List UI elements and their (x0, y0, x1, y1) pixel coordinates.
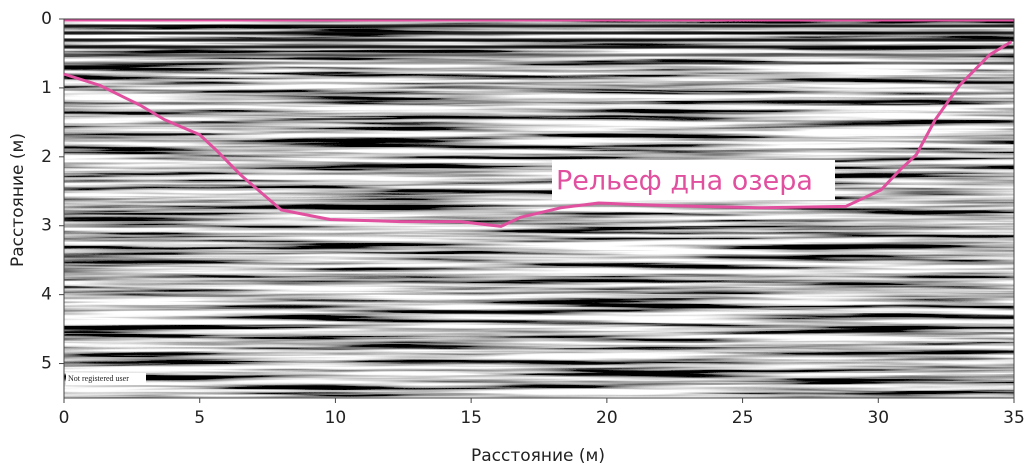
x-tick-label: 20 (596, 408, 618, 428)
y-tick-label: 5 (41, 354, 52, 374)
plot-frame (63, 18, 1015, 399)
x-tick-label: 30 (867, 408, 889, 428)
y-tick-label: 1 (41, 78, 52, 98)
x-tick-label: 5 (194, 408, 205, 428)
y-tick-label: 4 (41, 285, 52, 305)
annotation: Рельеф дна озера (556, 166, 813, 197)
radargram (64, 19, 1014, 398)
x-tick-label: 35 (1003, 408, 1025, 428)
annotation-box (552, 160, 835, 200)
x-axis-title: Расстояние (м) (471, 446, 605, 466)
y-axis-title: Расстояние (м) (8, 133, 28, 267)
x-tick-label: 0 (59, 408, 70, 428)
y-tick-label: 2 (41, 147, 52, 167)
watermark: Not registered user (68, 374, 129, 383)
x-tick-label: 10 (325, 408, 347, 428)
watermark-box (66, 373, 146, 385)
y-tick-label: 0 (41, 9, 52, 29)
x-tick-label: 25 (732, 408, 754, 428)
y-tick-label: 3 (41, 216, 52, 236)
surface-bands (64, 24, 1014, 65)
x-tick-label: 15 (460, 408, 482, 428)
relief-line (63, 40, 1013, 228)
